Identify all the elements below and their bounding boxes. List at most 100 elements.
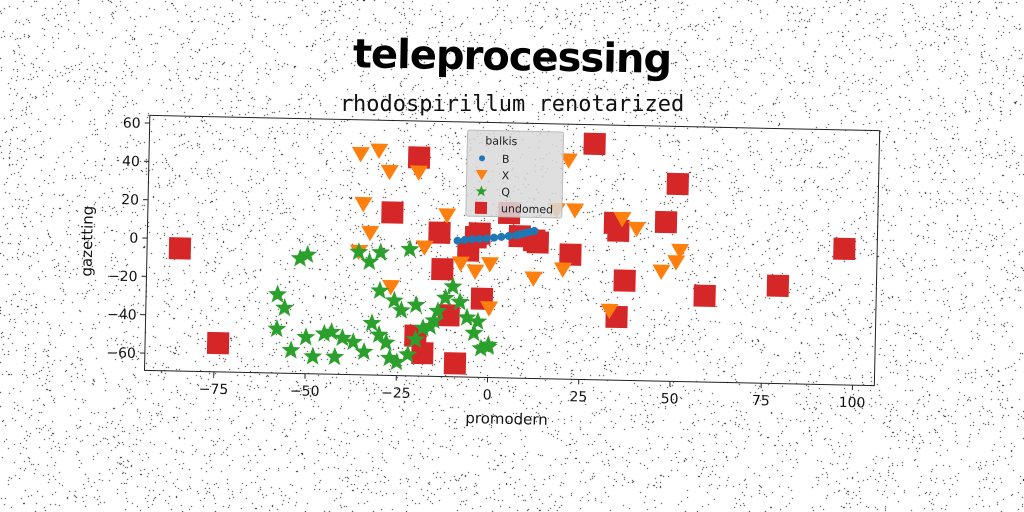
- legend-marker: [474, 201, 488, 214]
- x-axis-label: promodern: [465, 409, 548, 429]
- point-b: [468, 235, 477, 244]
- x-axis-ticks: −75 −50 −25 0 25 50 75 100: [199, 371, 866, 411]
- point-undomed: [443, 352, 467, 375]
- legend-label: Q: [501, 186, 510, 199]
- point-b: [460, 235, 469, 244]
- point-q: [349, 242, 369, 261]
- point-q: [275, 298, 295, 317]
- point-x: [613, 211, 632, 228]
- point-q: [405, 329, 425, 348]
- point-b: [482, 234, 491, 243]
- x-tick-label: 25: [569, 389, 587, 405]
- x-tick-label: 100: [839, 395, 866, 412]
- point-x: [553, 262, 572, 278]
- point-undomed: [613, 269, 636, 292]
- point-undomed: [526, 231, 550, 254]
- plot-frame: [143, 114, 881, 387]
- point-b: [453, 236, 462, 245]
- point-undomed: [666, 172, 690, 196]
- point-b: [504, 232, 513, 241]
- y-tick-label: 20: [121, 192, 139, 208]
- point-undomed: [407, 146, 431, 169]
- point-undomed: [559, 243, 582, 266]
- point-q: [478, 336, 498, 356]
- point-undomed: [428, 221, 451, 244]
- series-b: [453, 226, 539, 245]
- legend-label: X: [502, 169, 510, 182]
- point-q: [296, 327, 316, 346]
- point-x: [600, 303, 619, 320]
- point-q: [343, 332, 363, 351]
- point-q: [420, 316, 440, 335]
- point-undomed: [654, 210, 678, 234]
- point-b: [475, 234, 484, 243]
- point-x: [466, 264, 485, 280]
- point-x: [361, 225, 380, 242]
- legend-marker: [479, 155, 486, 162]
- chart-subtitle: rhodospirillum renotarized: [339, 92, 685, 117]
- point-x: [438, 208, 457, 224]
- point-q: [369, 324, 389, 344]
- point-q: [450, 292, 470, 311]
- point-q: [468, 311, 488, 330]
- x-tick-label: −25: [381, 385, 411, 402]
- point-x: [380, 164, 399, 181]
- point-x: [451, 256, 470, 272]
- point-q: [379, 348, 399, 367]
- point-q: [398, 344, 418, 363]
- point-q: [281, 340, 301, 359]
- legend-marker: [475, 185, 488, 197]
- legend-box: [465, 129, 565, 219]
- point-q: [359, 251, 380, 271]
- point-q: [267, 318, 287, 338]
- point-q: [443, 276, 463, 295]
- point-undomed: [206, 331, 230, 355]
- point-x: [652, 264, 671, 280]
- point-x: [415, 240, 434, 256]
- point-undomed: [381, 201, 404, 224]
- point-x: [351, 146, 370, 163]
- point-x: [370, 143, 389, 159]
- point-x: [671, 243, 690, 260]
- point-q: [457, 307, 477, 326]
- point-q: [464, 323, 484, 342]
- point-undomed: [583, 132, 606, 156]
- point-q: [371, 242, 391, 261]
- point-x: [409, 165, 428, 181]
- point-q: [435, 288, 455, 307]
- point-q: [387, 352, 407, 371]
- point-x: [354, 196, 373, 213]
- point-x: [524, 271, 543, 287]
- point-x: [627, 221, 646, 238]
- point-q: [322, 322, 342, 341]
- point-q: [428, 301, 448, 320]
- series-q: [267, 239, 498, 371]
- point-q: [384, 290, 404, 309]
- point-q: [391, 300, 411, 319]
- point-q: [400, 239, 420, 258]
- y-tick-label: 60: [123, 115, 141, 131]
- point-x: [480, 301, 499, 317]
- x-tick-label: 75: [752, 393, 770, 409]
- y-tick-label: −40: [107, 307, 137, 324]
- point-q: [354, 341, 374, 361]
- y-tick-label: −20: [108, 269, 138, 286]
- point-undomed: [431, 257, 454, 281]
- point-x: [559, 153, 578, 169]
- point-x: [382, 279, 400, 296]
- legend-title: balkis: [485, 134, 517, 148]
- data-marks: [168, 132, 856, 375]
- point-q: [406, 295, 426, 314]
- legend-marker: [475, 169, 488, 181]
- series-undomed: [168, 132, 856, 375]
- point-b: [530, 226, 539, 235]
- x-tick-label: 50: [661, 391, 679, 407]
- y-tick-label: 0: [129, 231, 138, 247]
- point-b: [497, 232, 506, 241]
- x-tick-label: −50: [290, 383, 320, 400]
- point-q: [413, 318, 433, 337]
- point-q: [332, 328, 352, 347]
